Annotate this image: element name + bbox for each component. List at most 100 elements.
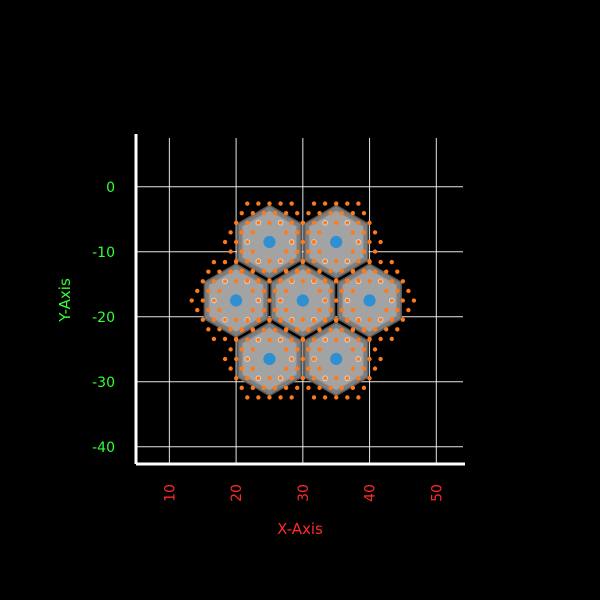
fuel-pin [250, 347, 256, 352]
fuel-pin [328, 385, 333, 391]
fuel-pin [395, 288, 400, 294]
fuel-pin [267, 201, 272, 206]
fuel-pin [334, 278, 339, 283]
fuel-pin [272, 288, 278, 294]
fuel-pin [267, 220, 272, 225]
fuel-pin [211, 279, 217, 284]
fuel-pin [267, 318, 272, 323]
central-channel [263, 235, 276, 249]
central-channel [230, 294, 243, 307]
fuel-pin [367, 317, 372, 322]
fuel-pin [306, 210, 311, 216]
fuel-pin [267, 395, 272, 400]
fuel-pin [250, 249, 256, 254]
fuel-pin [311, 356, 317, 362]
fuel-pin [356, 337, 361, 342]
fuel-pin [233, 279, 239, 284]
fuel-pin [372, 269, 378, 274]
fuel-pin [289, 337, 294, 342]
fuel-pin [228, 230, 233, 235]
guide-tube-inner [289, 240, 294, 244]
x-axis-label: X-Axis [277, 520, 323, 538]
fuel-pin [200, 279, 205, 284]
fuel-pin [367, 337, 372, 342]
guide-tube-inner [378, 317, 383, 322]
tick-labels: 10 20 30 40 50 0 -10 -20 -30 -40 [92, 180, 445, 502]
fuel-pin [300, 259, 305, 264]
fuel-pin [261, 307, 267, 313]
guide-tube-inner [323, 220, 328, 225]
fuel-pin [384, 327, 389, 332]
fuel-pin [267, 298, 272, 303]
guide-tube-inner [223, 317, 227, 322]
fuel-pin [350, 327, 356, 333]
fuel-pin [378, 259, 383, 265]
fuel-pin [222, 259, 228, 265]
guide-tube-inner [211, 298, 216, 303]
fuel-pin [328, 268, 333, 274]
fuel-pin [200, 317, 205, 322]
fuel-pin [295, 210, 300, 216]
fuel-pin [334, 201, 339, 206]
fuel-pin [378, 356, 383, 362]
x-tick-label: 40 [363, 484, 379, 502]
fuel-pin [206, 269, 211, 274]
y-tick-label: -20 [92, 310, 115, 326]
fuel-pin [323, 298, 328, 303]
fuel-pin [356, 259, 361, 264]
fuel-pin [322, 278, 328, 283]
fuel-pin [283, 210, 289, 216]
assembly-north-west [222, 201, 317, 283]
fuel-pin [217, 307, 222, 313]
fuel-pin [272, 307, 278, 313]
fuel-pin [217, 288, 222, 294]
fuel-pin [211, 317, 217, 322]
fuel-pin [306, 249, 311, 254]
fuel-pin [217, 327, 222, 332]
fuel-pin [289, 201, 294, 206]
fuel-pin [206, 307, 211, 313]
fuel-pin [206, 288, 211, 294]
fuel-pin [372, 327, 378, 332]
fuel-pin [322, 201, 328, 206]
fuel-pin [311, 278, 317, 283]
fuel-pin [234, 220, 239, 225]
guide-tube-inner [245, 357, 250, 361]
fuel-pin [234, 239, 239, 245]
fuel-pin [283, 268, 289, 274]
fuel-pin [233, 317, 239, 322]
fuel-pin [350, 288, 356, 294]
fuel-pin [300, 337, 305, 342]
fuel-pin [283, 249, 289, 254]
fuel-pin [261, 327, 267, 333]
fuel-pin [328, 210, 333, 216]
fuel-pin [367, 376, 372, 381]
fuel-pin [389, 317, 394, 322]
fuel-pin [389, 336, 394, 342]
fuel-pin [334, 259, 339, 264]
fuel-pin [367, 259, 372, 264]
fuel-pin [317, 327, 322, 333]
fuel-pin [250, 307, 255, 313]
fuel-pin [267, 376, 272, 381]
y-tick-label: -40 [92, 440, 115, 456]
fuel-pin [295, 385, 300, 391]
fuel-pin [239, 366, 244, 371]
fuel-pin [356, 395, 361, 400]
fuel-pin [372, 366, 378, 371]
fuel-pin [228, 269, 233, 274]
fuel-pin [317, 268, 322, 274]
fuel-pin [278, 395, 283, 400]
fuel-pin [222, 356, 228, 362]
fuel-pin [295, 268, 300, 274]
y-axis-label: Y-Axis [56, 278, 74, 323]
fuel-pin [267, 278, 272, 283]
fuel-pin [250, 385, 256, 391]
fuel-pin [289, 318, 294, 323]
fuel-pin [234, 259, 239, 264]
fuel-pin [384, 307, 389, 313]
fuel-pin [317, 230, 322, 235]
fuel-pin [350, 249, 356, 254]
fuel-pin [317, 347, 322, 352]
fuel-pin [211, 336, 217, 342]
